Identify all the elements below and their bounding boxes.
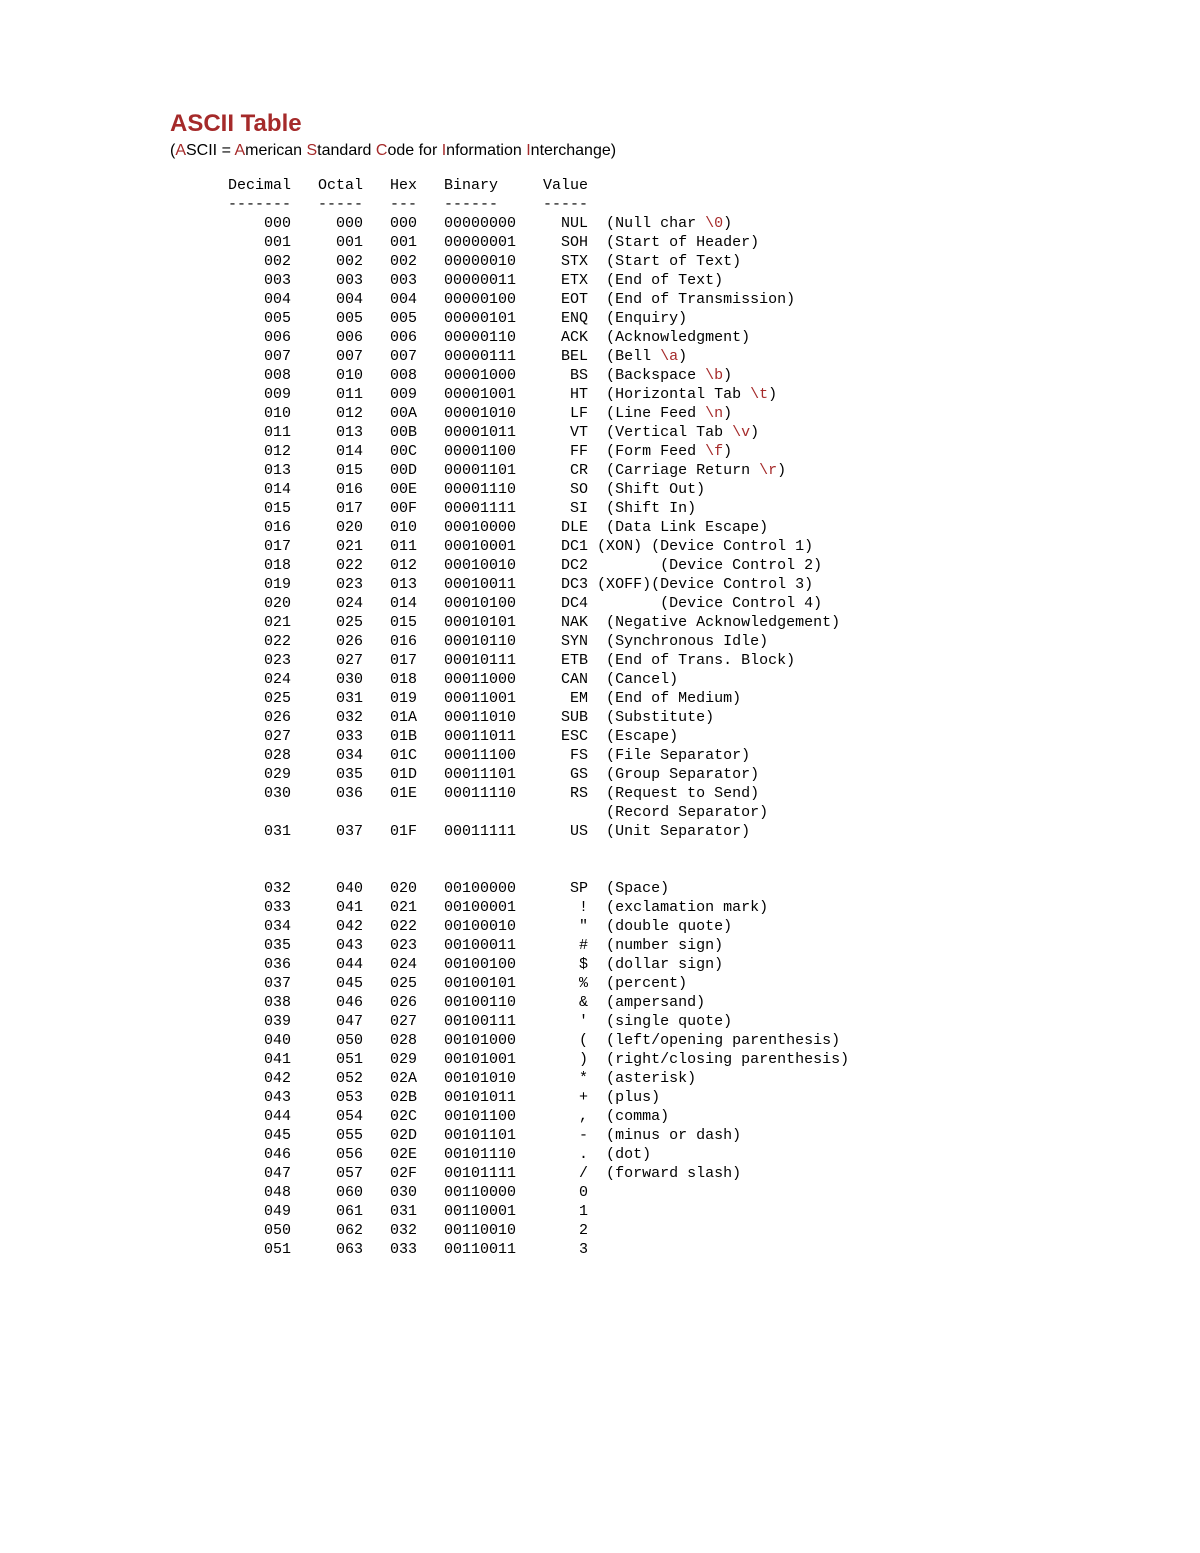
page-title: ASCII Table bbox=[170, 110, 1200, 138]
sub-cap-2: A bbox=[234, 142, 245, 159]
sub-cap-1: A bbox=[175, 142, 186, 159]
sub-cap-3: S bbox=[307, 142, 318, 159]
sub-close: ) bbox=[611, 142, 616, 159]
sub-text-2: merican bbox=[245, 142, 306, 159]
sub-text-5: nformation bbox=[446, 142, 526, 159]
sub-cap-4: C bbox=[376, 142, 388, 159]
sub-text-1: SCII = bbox=[186, 142, 234, 159]
sub-text-4: ode for bbox=[387, 142, 441, 159]
page-subtitle: (ASCII = American Standard Code for Info… bbox=[170, 142, 1200, 160]
sub-text-6: nterchange bbox=[531, 142, 611, 159]
ascii-table: Decimal Octal Hex Binary Value ------- -… bbox=[228, 176, 1200, 1259]
sub-text-3: tandard bbox=[317, 142, 376, 159]
